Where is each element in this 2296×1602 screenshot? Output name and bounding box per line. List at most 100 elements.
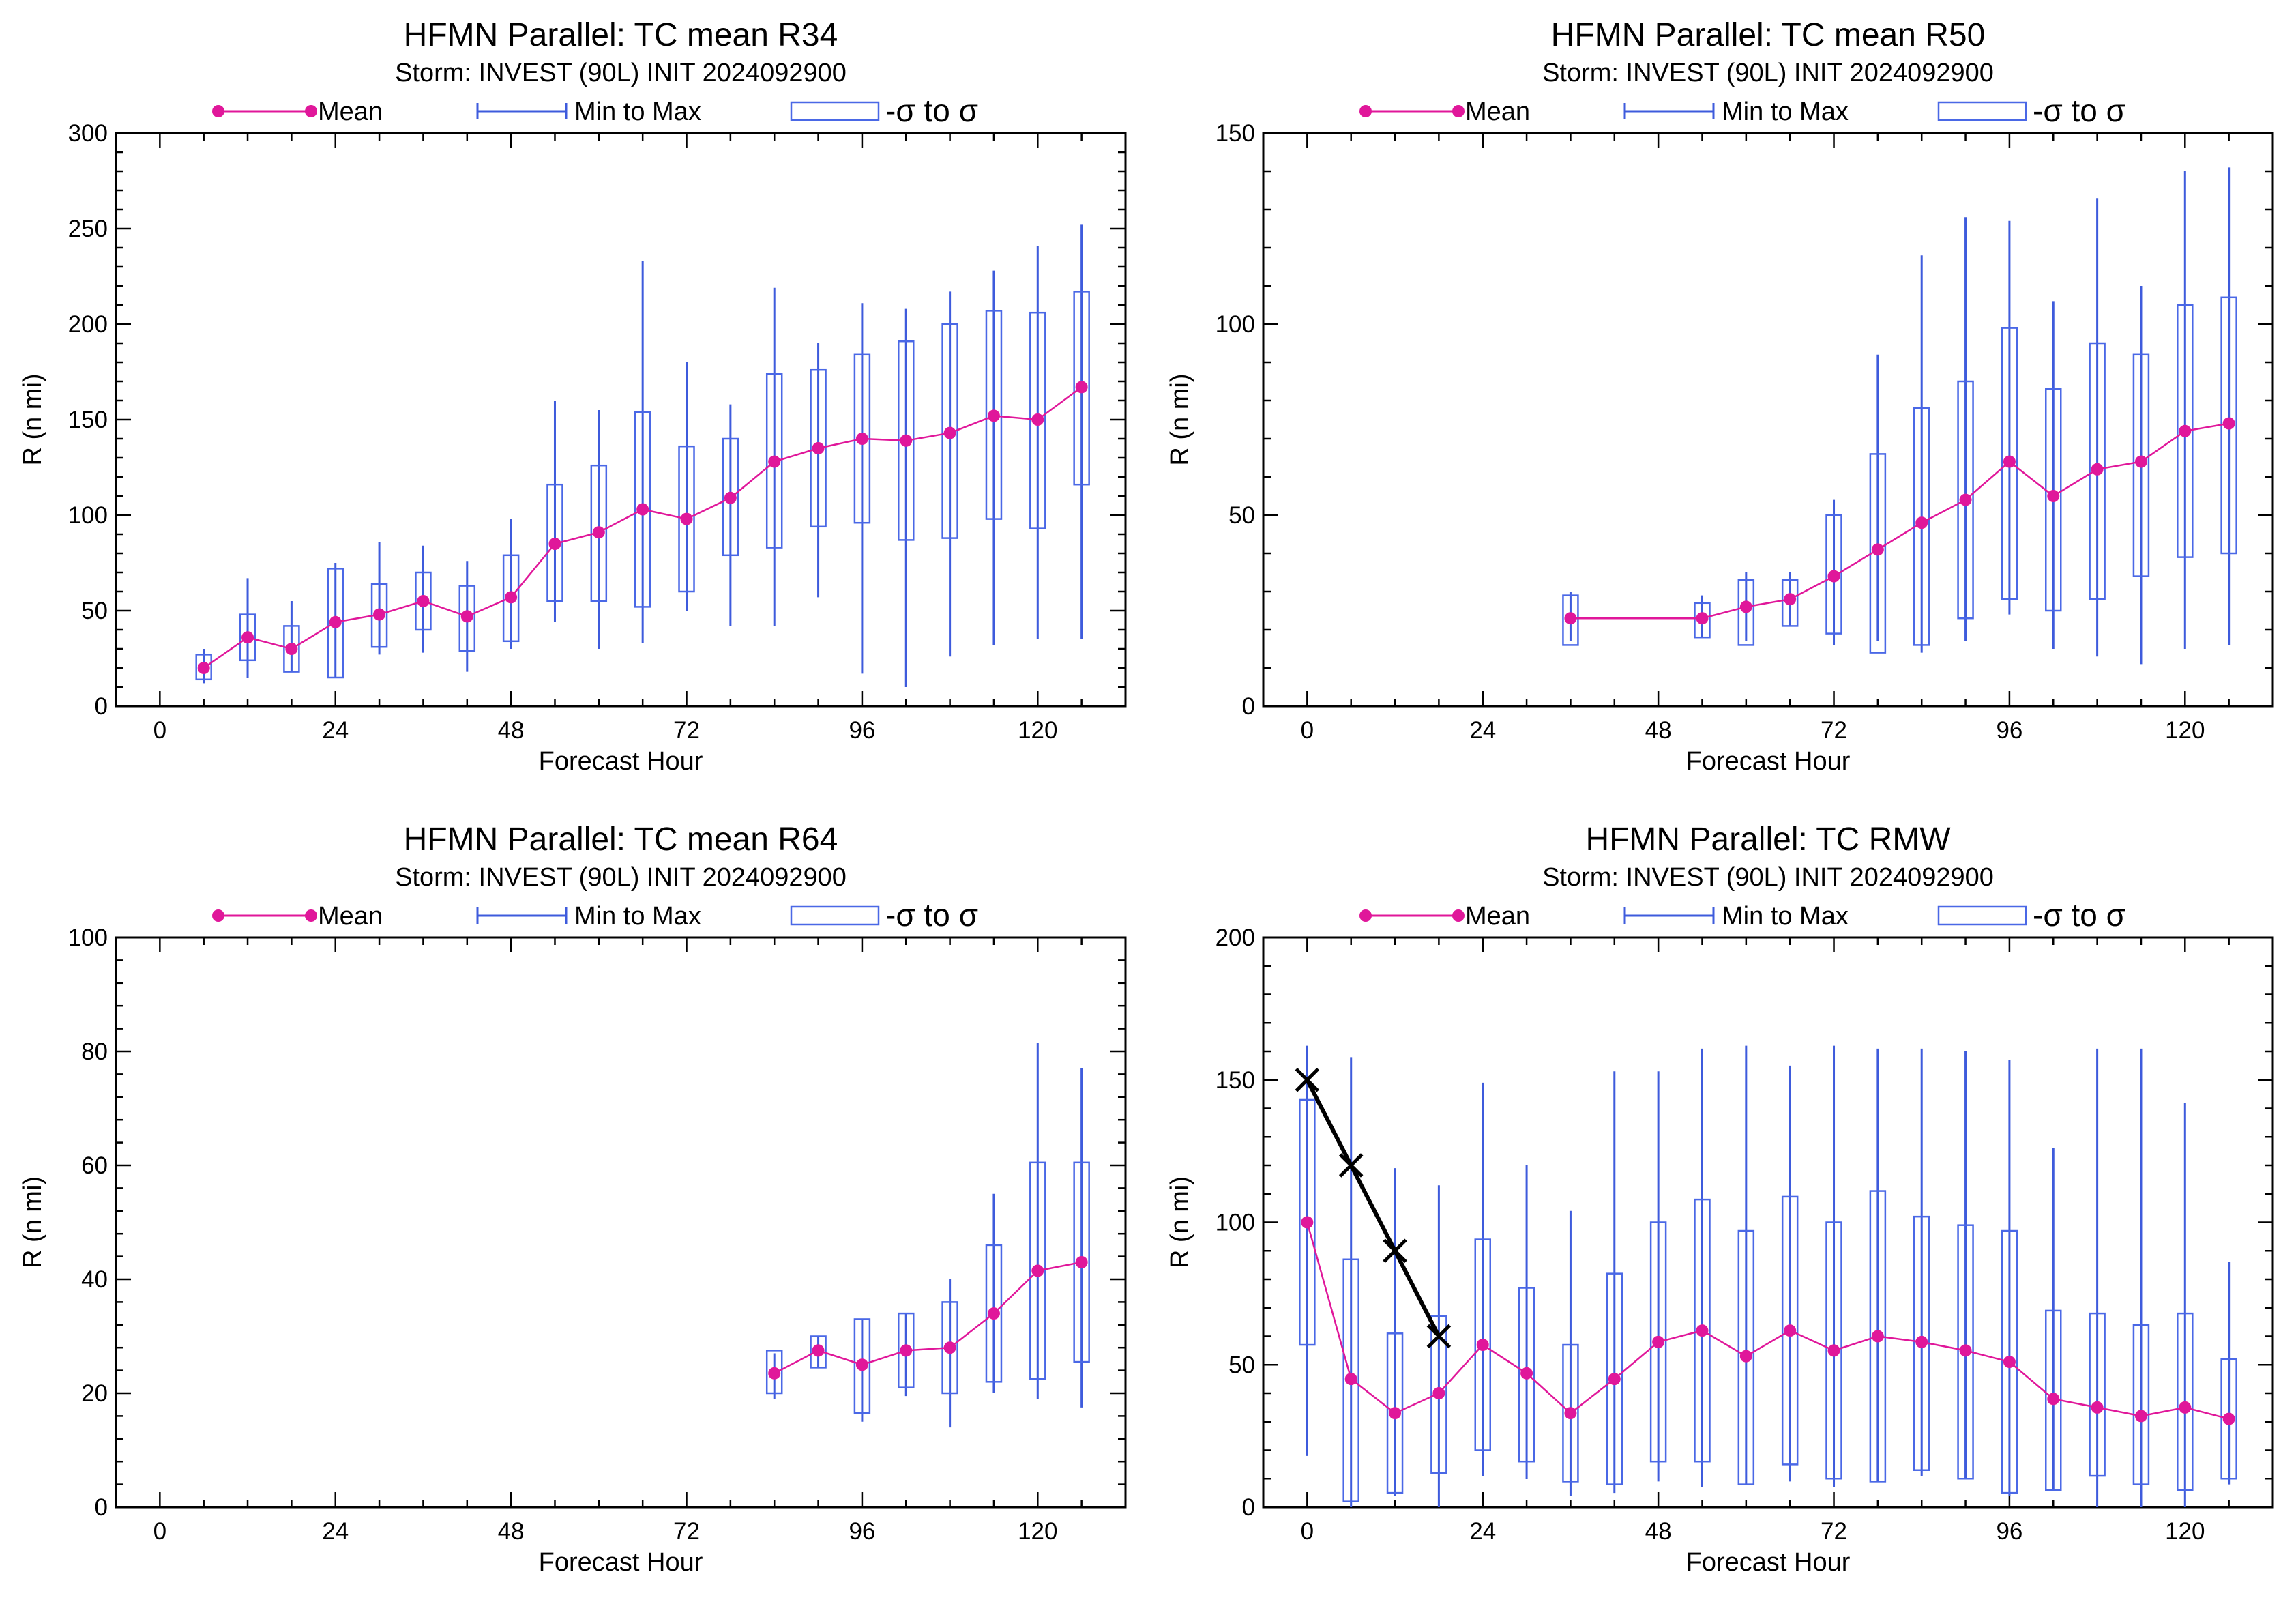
- legend-sigma-label: -σ to σ: [885, 897, 978, 933]
- y-tick-label: 150: [1216, 1067, 1255, 1094]
- y-tick-label: 50: [81, 598, 108, 624]
- sigma-box: [1474, 1238, 1491, 1451]
- panel-r50: HFMN Parallel: TC mean R50 Storm: INVEST …: [1166, 17, 2274, 776]
- legend: Mean Min to Max -σ to σ: [1359, 897, 2125, 933]
- chart-title: HFMN Parallel: TC mean R34: [404, 17, 838, 53]
- y-tick-label: 0: [1242, 1494, 1255, 1521]
- mean-line: [774, 1261, 1082, 1374]
- x-tick-label: 120: [2165, 717, 2205, 744]
- mean-point: [855, 433, 868, 445]
- mean-point: [2003, 1356, 2016, 1369]
- legend-mean-marker: [305, 909, 317, 922]
- panel-r64: HFMN Parallel: TC mean R64 Storm: INVEST …: [18, 821, 1127, 1577]
- sigma-box: [853, 1318, 871, 1414]
- mean-point: [548, 538, 561, 550]
- mean-point: [1827, 570, 1840, 583]
- legend: Mean Min to Max -σ to σ: [212, 897, 978, 933]
- legend-sigma-box: [1937, 905, 2027, 926]
- legend-mean-marker: [212, 105, 224, 117]
- sigma-box: [2220, 1358, 2237, 1480]
- mean-point: [812, 442, 825, 454]
- mean-point: [1784, 1324, 1797, 1337]
- mean-point: [1827, 1344, 1840, 1357]
- mean-point: [2003, 455, 2016, 468]
- y-tick-label: 100: [68, 924, 108, 951]
- mean-point: [1344, 1373, 1357, 1386]
- mean-point: [1915, 516, 1928, 529]
- series-boxes: [1299, 1045, 2237, 1507]
- plot-frame: [1262, 132, 2274, 708]
- sigma-box: [1029, 311, 1046, 529]
- mean-point: [1389, 1407, 1402, 1420]
- x-tick-label: 72: [673, 717, 700, 744]
- sigma-box: [239, 613, 256, 662]
- series-mean: [1564, 417, 2235, 625]
- x-tick-label: 24: [322, 717, 349, 744]
- best-track-line: [1305, 1079, 1441, 1337]
- y-tick-label: 0: [95, 693, 108, 720]
- sigma-box: [1562, 594, 1579, 646]
- x-axis-label: Forecast Hour: [539, 747, 703, 776]
- y-ticks: 0 50 100 150: [1216, 120, 2273, 720]
- y-tick-label: 150: [68, 407, 108, 433]
- chart-title: HFMN Parallel: TC RMW: [1585, 821, 1951, 858]
- best-track-x-marker: [1338, 1153, 1364, 1178]
- best-track-x-marker: [1383, 1238, 1407, 1264]
- sigma-box: [985, 310, 1003, 520]
- mean-point: [987, 1307, 1000, 1320]
- mean-point: [855, 1358, 868, 1371]
- y-tick-label: 100: [1216, 311, 1255, 338]
- panel-r34: HFMN Parallel: TC mean R34 Storm: INVEST …: [18, 17, 1127, 776]
- mean-point: [329, 615, 342, 628]
- legend-minmax-label: Min to Max: [1722, 98, 1849, 126]
- legend-mean-label: Mean: [318, 98, 383, 126]
- y-axis-label: R (n mi): [1166, 1176, 1194, 1268]
- mean-point: [900, 1344, 913, 1357]
- sigma-box: [1737, 579, 1755, 646]
- chart-subtitle: Storm: INVEST (90L) INIT 2024092900: [1542, 863, 1994, 892]
- x-tick-label: 0: [153, 717, 166, 744]
- mean-point: [1564, 1407, 1577, 1420]
- mean-point: [1739, 1350, 1752, 1363]
- x-axis-label: Forecast Hour: [1686, 747, 1851, 776]
- x-ticks: 0 24 48 72 96 120: [153, 133, 1127, 744]
- legend-mean-label: Mean: [318, 902, 383, 931]
- y-tick-label: 80: [81, 1038, 108, 1065]
- mean-point: [2179, 424, 2192, 437]
- legend-mean-marker: [1452, 909, 1465, 922]
- sigma-box: [810, 1335, 827, 1369]
- legend-sigma-box: [1937, 101, 2027, 121]
- series-mean: [197, 381, 1088, 674]
- sigma-box: [546, 483, 563, 602]
- sigma-box: [1737, 1229, 1755, 1485]
- mean-point: [1520, 1367, 1533, 1380]
- series-best-track: [1295, 1067, 1452, 1349]
- best-track-x-marker: [1426, 1324, 1452, 1349]
- mean-point: [417, 595, 430, 607]
- mean-point: [1031, 1264, 1044, 1277]
- y-ticks: 0 20 40 60 80 100: [68, 924, 1125, 1521]
- mean-line: [1306, 1222, 2229, 1420]
- y-ticks: 0 50 100 150 200: [1216, 924, 2273, 1521]
- mean-point: [1075, 381, 1088, 394]
- chart-subtitle: Storm: INVEST (90L) INIT 2024092900: [1542, 59, 1994, 87]
- sigma-box: [195, 654, 212, 681]
- sigma-box: [1825, 514, 1842, 635]
- chart-title: HFMN Parallel: TC mean R50: [1551, 17, 1986, 53]
- sigma-box: [1781, 1195, 1799, 1466]
- mean-point: [680, 512, 693, 525]
- mean-point: [2091, 1401, 2104, 1414]
- y-tick-label: 300: [68, 120, 108, 147]
- sigma-box: [2045, 388, 2062, 612]
- x-axis-label: Forecast Hour: [539, 1548, 703, 1577]
- legend-minmax-label: Min to Max: [1722, 902, 1849, 931]
- sigma-box: [502, 554, 520, 643]
- mean-point: [373, 608, 386, 621]
- x-ticks: 0 24 48 72 96 120: [1301, 937, 2274, 1545]
- x-tick-label: 24: [322, 1518, 349, 1545]
- sigma-box: [1869, 1190, 1887, 1483]
- sigma-box: [2089, 342, 2106, 600]
- x-tick-label: 48: [498, 1518, 525, 1545]
- sigma-box: [1073, 291, 1090, 486]
